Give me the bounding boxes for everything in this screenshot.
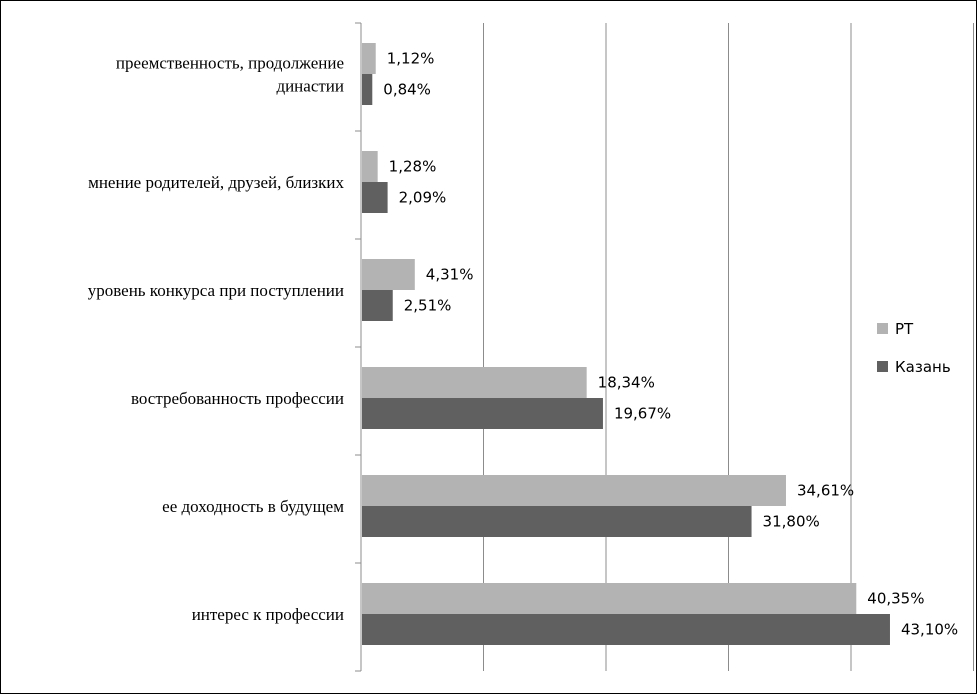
data-label: 0,84% — [383, 81, 431, 99]
bar-kazan — [362, 614, 890, 645]
bar-rt — [362, 475, 786, 506]
legend-label: Казань — [895, 358, 951, 376]
data-label: 40,35% — [867, 590, 924, 608]
bar-kazan — [362, 290, 393, 321]
data-label: 4,31% — [426, 266, 474, 284]
data-label: 34,61% — [797, 482, 854, 500]
bar-rt — [362, 151, 378, 182]
data-label: 43,10% — [901, 621, 958, 639]
legend-swatch — [877, 323, 888, 334]
data-label: 2,09% — [399, 189, 447, 207]
bar-rt — [362, 259, 415, 290]
category-label: мнение родителей, друзей, близких — [88, 173, 344, 192]
bar-kazan — [362, 74, 373, 105]
legend-swatch — [877, 361, 888, 372]
data-label: 2,51% — [404, 297, 452, 315]
data-label: 1,12% — [387, 50, 435, 68]
bar-kazan — [362, 506, 752, 537]
bar-kazan — [362, 182, 388, 213]
category-label: востребованность профессии — [131, 389, 344, 408]
category-label: династии — [276, 77, 344, 96]
category-label: уровень конкурса при поступлении — [88, 281, 344, 300]
legend-label: РТ — [895, 320, 914, 338]
bar-rt — [362, 43, 376, 74]
data-label: 1,28% — [389, 158, 437, 176]
data-label: 31,80% — [763, 513, 820, 531]
bar-rt — [362, 367, 587, 398]
category-label: интерес к профессии — [192, 605, 344, 624]
data-label: 18,34% — [598, 374, 655, 392]
data-label: 19,67% — [614, 405, 671, 423]
category-label: ее доходность в будущем — [162, 497, 344, 516]
bar-rt — [362, 583, 857, 614]
bar-kazan — [362, 398, 603, 429]
category-label: преемственность, продолжение — [116, 54, 344, 73]
